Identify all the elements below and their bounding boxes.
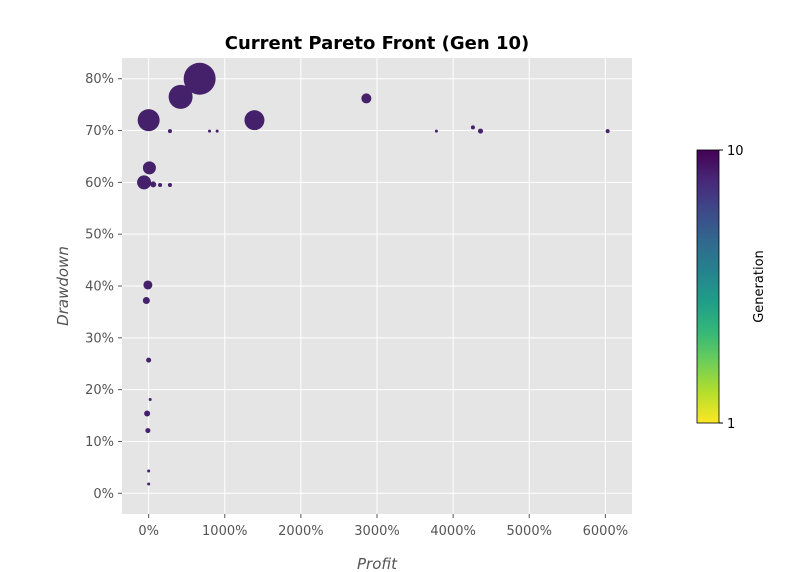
colorbar-label: Generation [752,250,767,323]
x-tick-label: 6000% [583,524,628,539]
x-axis: 0% 1000% 2000% 3000% 4000% 5000% 6000% [138,514,628,539]
y-tick-label: 30% [85,331,114,346]
y-tick-label: 60% [85,176,114,191]
y-tick-label: 10% [85,435,114,450]
data-point [167,129,172,134]
data-point [147,469,151,473]
data-point [146,357,152,363]
data-point [244,110,265,131]
data-point [605,129,610,134]
colorbar-max-label: 10 [727,144,744,159]
x-tick-label: 1000% [202,524,247,539]
x-tick-label: 5000% [507,524,552,539]
y-tick-label: 50% [85,228,114,243]
grid-lines [122,58,632,514]
y-tick-label: 80% [85,72,114,87]
x-tick-label: 4000% [430,524,475,539]
x-tick-label: 0% [138,524,159,539]
y-tick-label: 20% [85,383,114,398]
data-point [208,129,212,133]
y-axis: 0% 10% 20% 30% 40% 50% 60% 70% 80% [85,72,122,502]
data-point [434,129,438,133]
data-point [150,181,157,188]
data-point [470,125,475,130]
data-point [168,84,193,109]
data-point [143,280,153,290]
data-point [167,182,172,187]
data-point [478,128,484,134]
x-tick-label: 3000% [354,524,399,539]
data-point [183,62,216,95]
colorbar [696,149,720,424]
data-point [142,297,150,305]
data-point [361,93,372,104]
data-point [215,129,219,133]
data-point [158,182,163,187]
x-tick-label: 2000% [278,524,323,539]
data-point [137,175,152,190]
data-point [137,109,160,132]
y-tick-label: 40% [85,280,114,295]
data-point [144,410,151,417]
y-tick-label: 70% [85,124,114,139]
x-axis-label: Profit [357,555,398,572]
data-point [148,397,152,401]
data-point [145,428,151,434]
data-points [137,62,610,486]
y-axis-label: Drawdown [54,246,72,326]
chart-title: Current Pareto Front (Gen 10) [225,33,530,54]
data-point [142,161,156,175]
data-point [147,482,151,486]
colorbar-min-label: 1 [727,417,735,432]
y-tick-label: 0% [93,487,114,502]
